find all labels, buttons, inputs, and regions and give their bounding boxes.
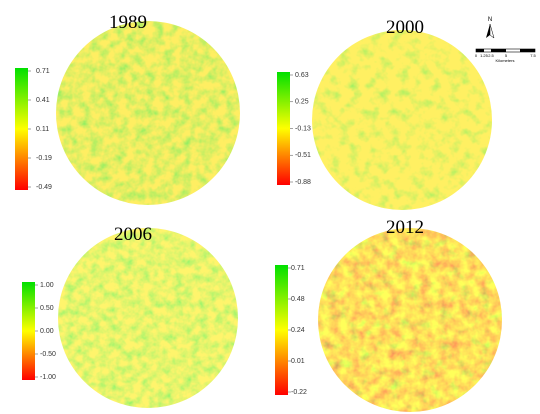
colorbar-label: -0.19 bbox=[36, 155, 52, 162]
scale-label: 7.5 bbox=[530, 53, 536, 58]
colorbar-label: 0.71 bbox=[291, 265, 305, 272]
scale-bar bbox=[476, 49, 535, 52]
colorbar-label: 1.00 bbox=[40, 282, 54, 289]
map-extent bbox=[312, 30, 492, 210]
colorbar-label: 0.24 bbox=[291, 327, 305, 334]
map-extent bbox=[56, 21, 240, 205]
map-year: 2006 bbox=[114, 224, 152, 245]
figure: 1989 0.71 0.41 0.11 -0.19 -0.49 2000 0.63 0.25 -0… bbox=[0, 0, 540, 414]
colorbar bbox=[15, 68, 28, 190]
colorbar-label: 0.63 bbox=[295, 72, 309, 79]
north-arrow bbox=[486, 24, 494, 38]
scale-label: 2.5 bbox=[488, 53, 494, 58]
map-year: 2012 bbox=[386, 217, 424, 238]
colorbar-label: -0.22 bbox=[291, 389, 307, 396]
colorbar-label: 0.41 bbox=[36, 97, 50, 104]
colorbar-label: 0.50 bbox=[40, 305, 54, 312]
colorbar-label: 0.11 bbox=[36, 126, 49, 133]
colorbar-label: 0.71 bbox=[36, 68, 50, 75]
map-extent bbox=[58, 228, 238, 408]
colorbar bbox=[277, 72, 290, 185]
colorbar-label: -0.50 bbox=[40, 351, 56, 358]
colorbar-label: 0.25 bbox=[295, 99, 309, 106]
scale-unit: Kilometers bbox=[496, 58, 515, 63]
colorbar-label: -0.13 bbox=[295, 125, 311, 132]
scale-label: 0 bbox=[475, 53, 478, 58]
colorbar bbox=[22, 282, 35, 380]
north-label: N bbox=[488, 17, 492, 23]
map-year: 1989 bbox=[109, 12, 147, 33]
map-extent bbox=[318, 228, 502, 412]
colorbar-label: 0.00 bbox=[40, 328, 54, 335]
colorbar-label: -0.88 bbox=[295, 179, 311, 186]
colorbar-label: 0.48 bbox=[291, 296, 305, 303]
colorbar-label: -1.00 bbox=[40, 374, 56, 381]
colorbar-label: -0.51 bbox=[295, 152, 311, 159]
colorbar bbox=[275, 265, 288, 395]
map-year: 2000 bbox=[386, 17, 424, 38]
colorbar-label: 0.01 bbox=[291, 358, 305, 365]
colorbar-label: -0.49 bbox=[36, 184, 52, 191]
